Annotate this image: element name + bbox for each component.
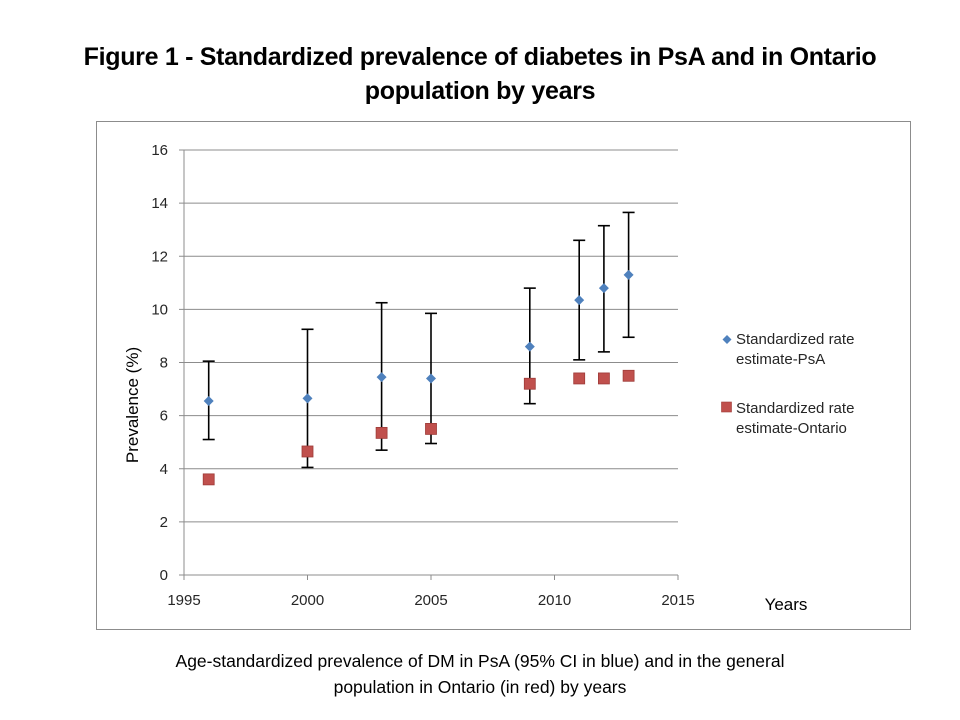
legend-label-psa-line1: Standardized rate: [736, 331, 854, 348]
data-point-ontario: [202, 473, 215, 486]
y-tick-label-6: 6: [160, 408, 168, 425]
y-tick-label-0: 0: [160, 567, 168, 584]
data-point-psa: [302, 393, 313, 404]
chart-frame: [96, 121, 911, 630]
figure-caption: Age-standardized prevalence of DM in PsA…: [0, 648, 960, 700]
data-point-ontario: [598, 372, 610, 385]
data-point-psa: [574, 295, 585, 306]
x-axis-title: Years: [765, 595, 808, 614]
figure-caption-line1: Age-standardized prevalence of DM in PsA…: [175, 651, 785, 671]
data-point-ontario: [622, 369, 635, 382]
x-tick-label-2005: 2005: [414, 592, 447, 609]
data-point-ontario: [301, 445, 314, 458]
y-tick-label-10: 10: [151, 301, 168, 318]
data-point-psa: [598, 283, 609, 294]
figure-title: Figure 1 - Standardized prevalence of di…: [0, 40, 960, 108]
y-axis-title: Prevalence (%): [123, 347, 142, 463]
x-tick-label-2015: 2015: [661, 592, 694, 609]
y-tick-labels: 0 2 4 6 8 10 12 14 16: [151, 142, 168, 584]
x-tick-labels: 1995 2000 2005 2010 2015: [167, 592, 694, 609]
legend-label-ontario-line2: estimate-Ontario: [736, 420, 847, 437]
y-tick-label-8: 8: [160, 355, 168, 372]
data-point-psa: [426, 373, 436, 384]
data-point-ontario: [573, 372, 586, 385]
data-points: [202, 269, 635, 486]
legend-label-ontario-line1: Standardized rate: [736, 400, 854, 417]
data-point-psa: [376, 372, 387, 383]
legend-square-icon: [721, 401, 732, 413]
y-tick-label-12: 12: [151, 248, 168, 265]
figure-caption-line2: population in Ontario (in red) by years: [333, 677, 627, 697]
legend-item-ontario: Standardized rate estimate-Ontario: [721, 400, 854, 437]
figure-title-line1: Figure 1 - Standardized prevalence of di…: [83, 43, 877, 71]
legend: Standardized rate estimate-PsA Standardi…: [721, 331, 854, 437]
data-point-ontario: [425, 423, 437, 435]
y-tick-label-14: 14: [151, 195, 168, 212]
legend-diamond-icon: [722, 335, 732, 344]
x-tick-label-1995: 1995: [167, 592, 200, 609]
legend-label-psa-line2: estimate-PsA: [736, 351, 825, 368]
data-point-psa: [203, 396, 214, 407]
y-tick-label-4: 4: [160, 461, 168, 478]
axes: [179, 149, 679, 580]
y-tick-label-16: 16: [151, 142, 168, 159]
data-point-ontario: [375, 426, 388, 439]
legend-item-psa: Standardized rate estimate-PsA: [722, 331, 854, 368]
error-bars: [202, 211, 635, 469]
data-point-psa: [623, 269, 634, 280]
data-point-psa: [524, 341, 535, 352]
x-tick-label-2010: 2010: [538, 592, 571, 609]
figure-title-line2: population by years: [364, 77, 596, 105]
y-tick-label-2: 2: [160, 514, 168, 531]
data-point-ontario: [523, 377, 536, 390]
x-tick-label-2000: 2000: [291, 592, 324, 609]
